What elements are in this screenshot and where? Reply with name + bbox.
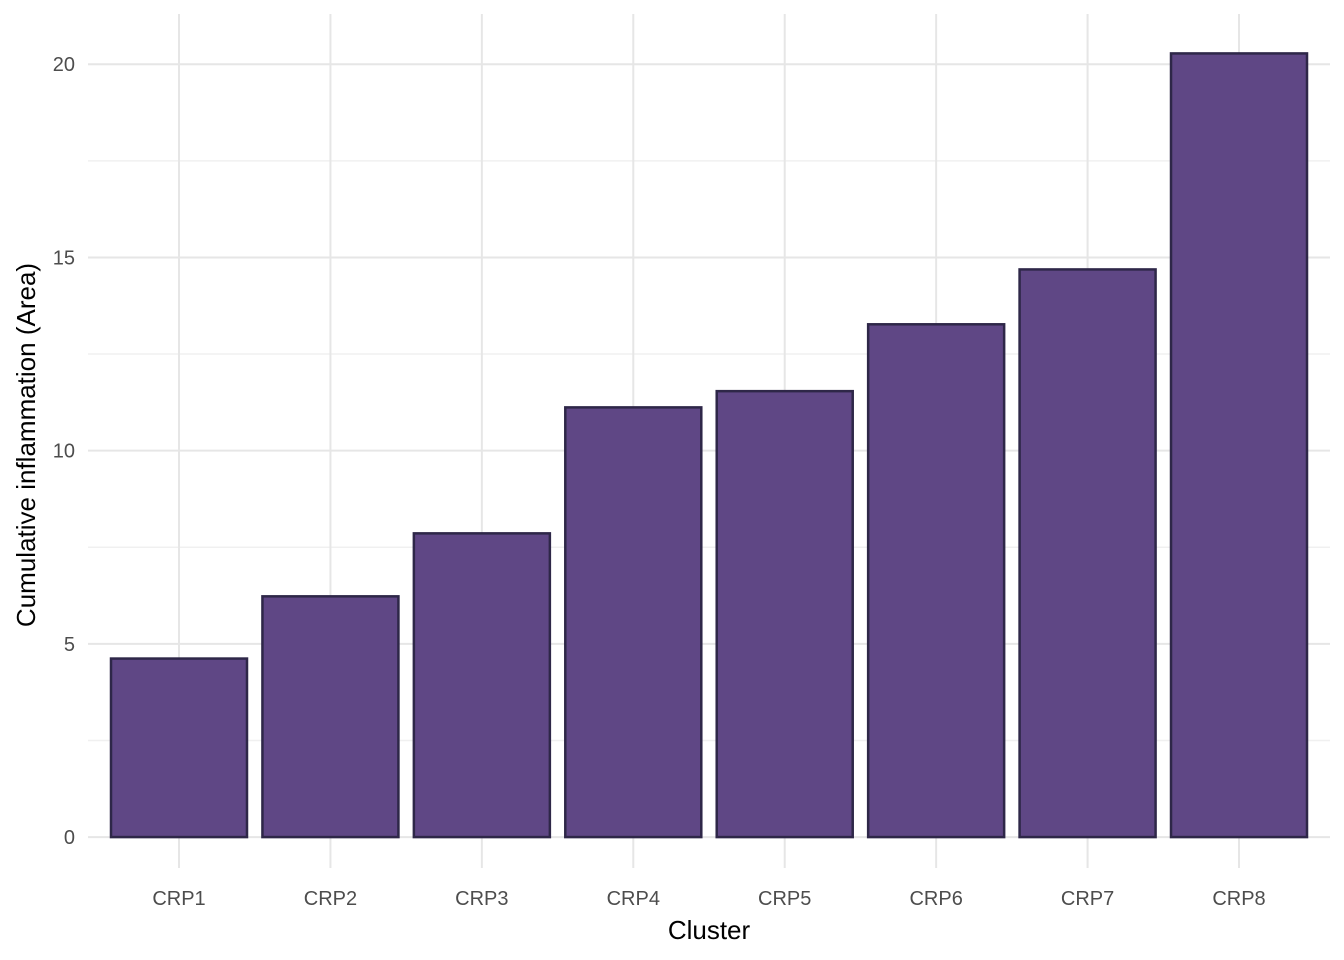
bar-crp6 [866, 323, 1006, 839]
x-tick-label: CRP7 [1061, 888, 1114, 910]
x-tick-label: CRP6 [909, 888, 962, 910]
bar-crp2 [261, 595, 400, 839]
x-axis-ticks: CRP1 CRP2 CRP3 CRP4 CRP5 CRP6 CRP7 CRP8 [152, 888, 1265, 910]
bar-crp7 [1018, 268, 1157, 839]
y-tick-label: 15 [53, 247, 75, 269]
y-tick-label: 5 [64, 634, 75, 656]
bar-crp3 [412, 532, 552, 839]
bar-crp5 [715, 389, 854, 839]
x-tick-label: CRP5 [758, 888, 811, 910]
bar-crp4 [564, 406, 703, 839]
x-tick-label: CRP1 [152, 888, 205, 910]
y-tick-label: 0 [64, 827, 75, 849]
y-axis-title: Cumulative inflammation (Area) [11, 263, 41, 627]
bar-crp1 [109, 657, 249, 839]
y-tick-label: 20 [53, 54, 75, 76]
y-axis-ticks: 0 5 10 15 20 [53, 54, 75, 849]
x-axis-title: Cluster [668, 915, 751, 945]
x-tick-label: CRP2 [304, 888, 357, 910]
x-tick-label: CRP8 [1212, 888, 1265, 910]
x-tick-label: CRP3 [455, 888, 508, 910]
x-tick-label: CRP4 [607, 888, 660, 910]
bar-crp8 [1169, 52, 1309, 839]
bars [109, 52, 1309, 839]
y-tick-label: 10 [53, 441, 75, 463]
